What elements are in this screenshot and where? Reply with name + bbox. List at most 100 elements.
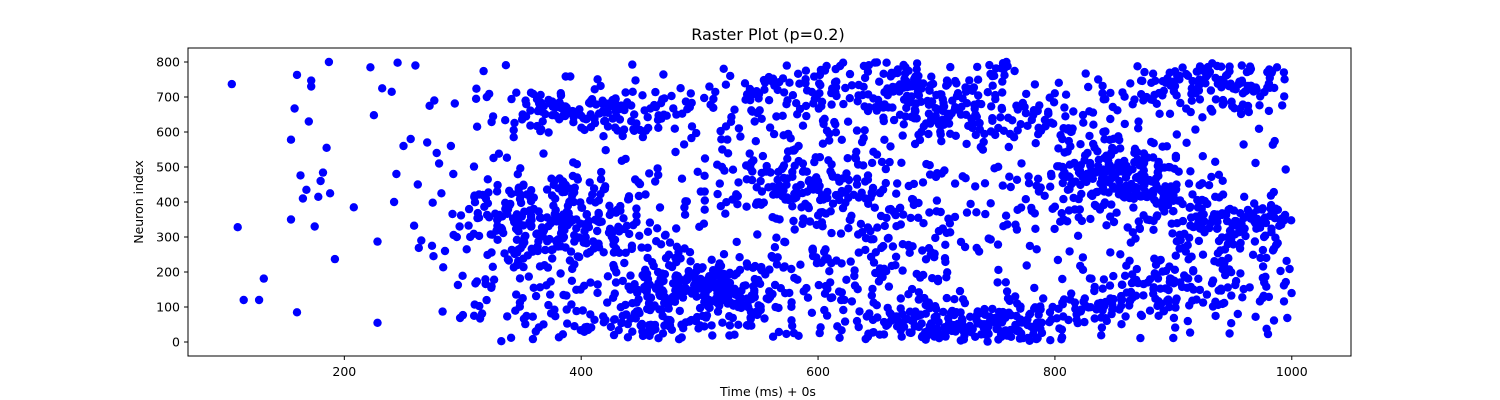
spike-point <box>1002 57 1011 67</box>
y-tick-label: 500 <box>156 160 180 175</box>
spike-point <box>998 77 1007 86</box>
spike-point <box>1114 167 1124 176</box>
spike-point <box>1106 212 1115 221</box>
spike-point <box>501 116 510 125</box>
spike-point <box>1267 224 1276 233</box>
spike-point <box>1125 296 1134 305</box>
spike-point <box>785 288 794 298</box>
spike-point <box>810 157 819 167</box>
spike-point <box>542 185 552 194</box>
spike-point <box>924 129 933 139</box>
spike-point <box>314 192 323 201</box>
spike-point <box>551 312 560 321</box>
spike-point <box>596 81 605 91</box>
spike-point <box>1186 213 1196 222</box>
spike-point <box>1040 191 1049 200</box>
spike-point <box>953 89 963 98</box>
spike-point <box>987 102 996 111</box>
spike-point <box>881 164 890 174</box>
spike-point <box>730 105 739 114</box>
spike-point <box>681 286 691 296</box>
spike-point <box>1140 67 1149 77</box>
spike-point <box>906 213 915 223</box>
spike-point <box>899 60 908 70</box>
spike-point <box>562 305 571 314</box>
spike-point <box>508 214 518 223</box>
spike-point <box>556 89 565 98</box>
spike-point <box>606 322 616 332</box>
spike-point <box>621 300 630 310</box>
spike-point <box>586 310 595 319</box>
spike-point <box>434 159 444 168</box>
spike-point <box>1168 229 1177 238</box>
spike-point <box>735 253 744 262</box>
spike-point <box>807 181 816 190</box>
spike-point <box>599 132 608 141</box>
spike-point <box>1080 317 1089 327</box>
spike-point <box>1066 295 1075 304</box>
spike-point <box>621 88 630 97</box>
spike-point <box>432 148 441 158</box>
spike-point <box>709 103 718 113</box>
x-tick-label: 800 <box>1043 364 1067 379</box>
spike-point <box>635 179 645 189</box>
spike-point <box>1118 88 1127 97</box>
spike-point <box>1213 223 1222 233</box>
spike-point <box>860 102 869 111</box>
spike-point <box>1100 198 1110 207</box>
spike-point <box>603 298 612 307</box>
spike-point <box>1198 152 1208 161</box>
spike-point <box>839 305 848 315</box>
spike-point <box>955 286 965 296</box>
spike-point <box>1206 104 1215 114</box>
spike-point <box>962 99 972 108</box>
spike-point <box>439 263 448 272</box>
spike-point <box>831 88 840 97</box>
spike-point <box>539 226 549 235</box>
spike-point <box>1238 293 1247 302</box>
spike-point <box>1172 130 1182 139</box>
spike-point <box>775 181 784 190</box>
spike-point <box>1209 216 1218 225</box>
spike-point <box>325 189 335 198</box>
spike-point <box>801 66 811 75</box>
spike-point <box>787 316 796 325</box>
spike-point <box>481 275 490 284</box>
spike-point <box>707 321 716 330</box>
spike-point <box>593 217 602 226</box>
spike-point <box>1243 106 1253 115</box>
spike-point <box>1165 109 1175 119</box>
spike-point <box>830 117 839 127</box>
spike-point <box>837 135 846 144</box>
y-axis-ticks: 0 100 200 300 400 500 600 700 800 <box>156 55 188 350</box>
spike-point <box>865 309 874 318</box>
spike-point <box>637 321 646 331</box>
spike-point <box>672 110 681 119</box>
spike-point <box>1032 181 1041 190</box>
spike-point <box>948 96 957 105</box>
spike-point <box>1145 306 1155 315</box>
spike-point <box>618 131 627 141</box>
spike-point <box>973 307 982 316</box>
spike-point <box>781 195 790 204</box>
spike-point <box>960 331 969 340</box>
spike-point <box>1081 69 1090 78</box>
spike-point <box>1211 95 1221 104</box>
spike-point <box>1041 122 1050 131</box>
spike-point <box>714 262 723 271</box>
spike-point <box>1130 148 1139 158</box>
spike-point <box>884 103 893 112</box>
spike-point <box>620 224 629 234</box>
spike-point <box>660 94 669 103</box>
spike-point <box>611 278 621 287</box>
spike-point <box>632 217 641 227</box>
spike-point <box>974 91 983 100</box>
spike-point <box>1238 100 1248 109</box>
spike-point <box>316 176 325 186</box>
spike-point <box>1245 82 1255 91</box>
spike-point <box>875 77 884 86</box>
spike-point <box>893 179 902 188</box>
spike-point <box>1030 303 1040 312</box>
spike-point <box>1086 190 1096 199</box>
spike-point <box>1187 96 1197 105</box>
